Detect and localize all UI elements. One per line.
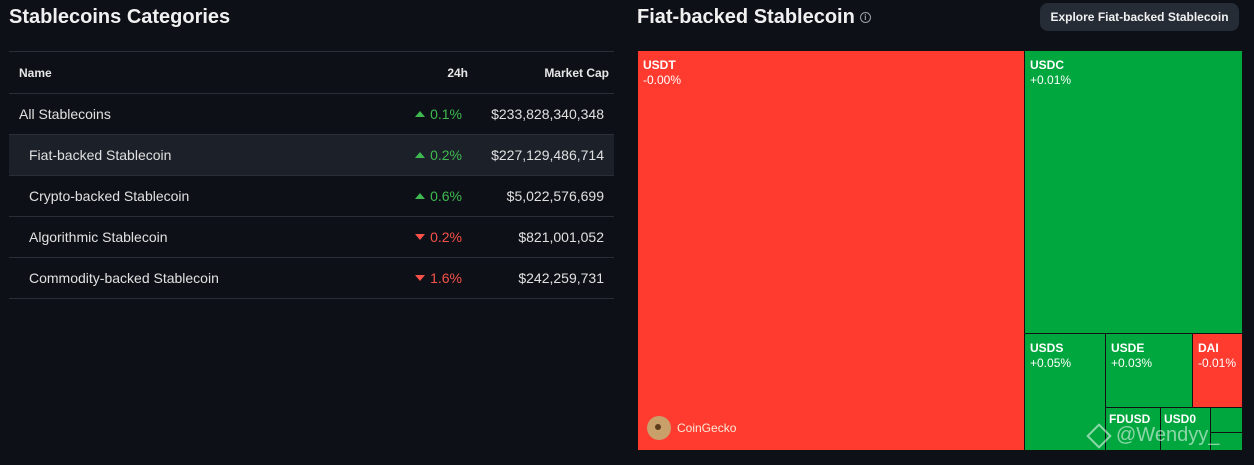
coingecko-logo-icon: [647, 416, 671, 440]
triangle-up-icon: [415, 193, 426, 200]
category-name[interactable]: Algorithmic Stablecoin: [29, 229, 168, 245]
market-cap: $5,022,576,699: [506, 188, 604, 204]
treemap-tile-usds[interactable]: USDS +0.05%: [1024, 333, 1106, 451]
category-name[interactable]: Crypto-backed Stablecoin: [29, 188, 190, 204]
binance-logo-icon: [1086, 422, 1112, 449]
category-name[interactable]: All Stablecoins: [19, 106, 111, 122]
market-cap: $242,259,731: [518, 270, 604, 286]
panel-title: Stablecoins Categories: [9, 6, 231, 28]
explore-category-button[interactable]: Explore Fiat-backed Stablecoin: [1040, 3, 1239, 31]
treemap-tile-fdusd[interactable]: FDUSD: [1105, 407, 1161, 451]
column-header-24h[interactable]: 24h: [447, 65, 468, 80]
table-row[interactable]: Commodity-backed Stablecoin 1.6% $242,25…: [9, 258, 614, 299]
category-name[interactable]: Commodity-backed Stablecoin: [29, 270, 219, 286]
triangle-down-icon: [415, 275, 426, 282]
change-24h: 1.6%: [382, 270, 472, 286]
table-header: Name 24h Market Cap: [9, 52, 614, 94]
treemap-title: Fiat-backed Stablecoin i: [637, 6, 871, 29]
treemap-tile-dai[interactable]: DAI -0.01%: [1192, 333, 1243, 408]
table-row[interactable]: All Stablecoins 0.1% $233,828,340,348: [9, 94, 614, 135]
treemap-tile-usde[interactable]: USDE +0.03%: [1105, 333, 1193, 408]
triangle-up-icon: [415, 152, 426, 159]
info-icon[interactable]: i: [859, 12, 871, 23]
triangle-up-icon: [415, 111, 426, 118]
treemap-tile-usdt[interactable]: USDT -0.00%: [637, 50, 1025, 451]
market-cap: $821,001,052: [518, 229, 604, 245]
change-24h: 0.1%: [382, 106, 472, 122]
coingecko-brand: CoinGecko: [647, 416, 736, 440]
change-24h: 0.2%: [382, 147, 472, 163]
categories-table: Name 24h Market Cap All Stablecoins 0.1%…: [9, 51, 614, 299]
treemap-tile-other[interactable]: [1210, 432, 1243, 451]
watermark: @Wendyy_: [1086, 422, 1219, 449]
column-header-market-cap[interactable]: Market Cap: [544, 65, 609, 80]
treemap: USDT -0.00% USDC +0.01% USDS +0.05% USDE…: [637, 50, 1243, 451]
market-cap: $233,828,340,348: [491, 106, 604, 122]
market-cap: $227,129,486,714: [491, 147, 604, 163]
treemap-tile-usd0[interactable]: USD0: [1160, 407, 1211, 451]
table-row[interactable]: Algorithmic Stablecoin 0.2% $821,001,052: [9, 217, 614, 258]
treemap-tile-other[interactable]: [1210, 407, 1243, 433]
treemap-tile-usdc[interactable]: USDC +0.01%: [1024, 50, 1243, 334]
category-name[interactable]: Fiat-backed Stablecoin: [29, 147, 172, 163]
table-row[interactable]: Fiat-backed Stablecoin 0.2% $227,129,486…: [9, 135, 614, 176]
change-24h: 0.6%: [382, 188, 472, 204]
triangle-down-icon: [415, 234, 426, 241]
change-24h: 0.2%: [382, 229, 472, 245]
column-header-name[interactable]: Name: [19, 65, 52, 80]
table-row[interactable]: Crypto-backed Stablecoin 0.6% $5,022,576…: [9, 176, 614, 217]
